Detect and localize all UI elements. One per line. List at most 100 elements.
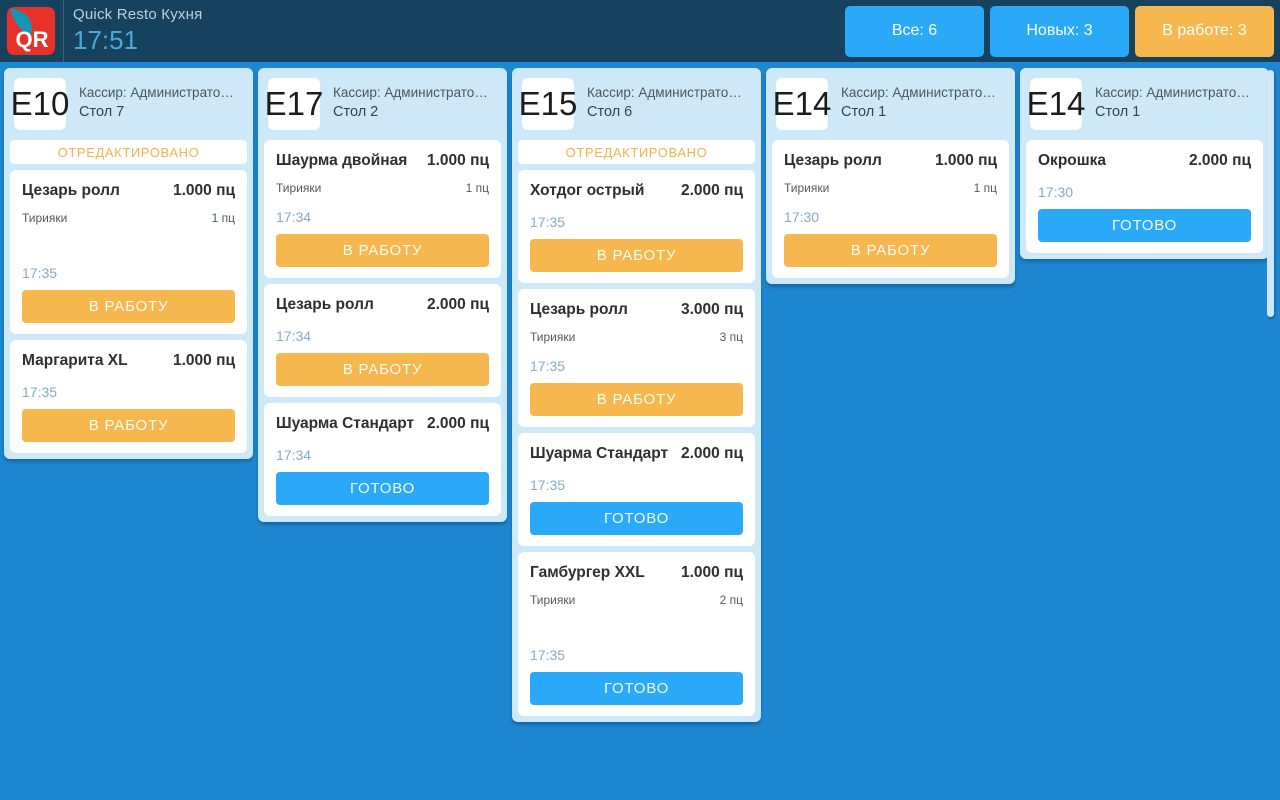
item-quantity: 2.000 пц	[681, 445, 743, 462]
modifier-row: Тирияки 1 пц	[22, 211, 235, 225]
modifier-row: Тирияки 1 пц	[784, 181, 997, 195]
modifier-quantity: 3 пц	[719, 330, 743, 344]
cashier-label: Кассир: Администрато…	[841, 85, 996, 100]
item-quantity: 1.000 пц	[173, 182, 235, 199]
modifier-row: Тирияки 3 пц	[530, 330, 743, 344]
edited-badge: ОТРЕДАКТИРОВАНО	[518, 140, 755, 164]
order-header: E15 Кассир: Администрато… Стол 6	[518, 74, 755, 134]
item-name: Цезарь ролл	[276, 296, 374, 313]
item-quantity: 3.000 пц	[681, 301, 743, 318]
order-card: E10 Кассир: Администрато… Стол 7 ОТРЕДАК…	[4, 68, 253, 459]
order-number-badge: E10	[11, 78, 69, 130]
order-item: Шуарма Стандарт 2.000 пц 17:34 ГОТОВО	[264, 403, 501, 516]
order-header: E17 Кассир: Администрато… Стол 2	[264, 74, 501, 134]
filter-all-button[interactable]: Все: 6	[845, 5, 984, 57]
edited-badge: ОТРЕДАКТИРОВАНО	[10, 140, 247, 164]
modifier-row: Тирияки 1 пц	[276, 181, 489, 195]
order-item: Цезарь ролл 1.000 пц Тирияки 1 пц 17:35 …	[10, 170, 247, 334]
item-time: 17:34	[276, 328, 312, 344]
ready-button[interactable]: ГОТОВО	[530, 502, 743, 535]
item-time: 17:34	[276, 209, 312, 225]
cashier-label: Кассир: Администрато…	[587, 85, 742, 100]
item-quantity: 1.000 пц	[173, 352, 235, 369]
item-name: Цезарь ролл	[530, 301, 628, 318]
order-card: E14 Кассир: Администрато… Стол 1 Цезарь …	[766, 68, 1015, 284]
item-quantity: 2.000 пц	[427, 415, 489, 432]
to-work-button[interactable]: В РАБОТУ	[530, 383, 743, 416]
modifier-name: Тирияки	[22, 211, 68, 225]
item-time: 17:35	[530, 477, 566, 493]
order-card: E17 Кассир: Администрато… Стол 2 Шаурма …	[258, 68, 507, 522]
modifier-quantity: 1 пц	[465, 181, 489, 195]
to-work-button[interactable]: В РАБОТУ	[276, 234, 489, 267]
cashier-label: Кассир: Администрато…	[333, 85, 488, 100]
item-name: Гамбургер XXL	[530, 564, 645, 581]
table-label: Стол 1	[1095, 104, 1141, 120]
order-number-badge: E15	[519, 78, 577, 130]
table-label: Стол 1	[841, 104, 887, 120]
to-work-button[interactable]: В РАБОТУ	[22, 409, 235, 442]
to-work-button[interactable]: В РАБОТУ	[276, 353, 489, 386]
table-label: Стол 6	[587, 104, 633, 120]
logo-qr-text: QR	[16, 27, 49, 52]
order-item: Хотдог острый 2.000 пц 17:35 В РАБОТУ	[518, 170, 755, 283]
cashier-label: Кассир: Администрато…	[79, 85, 234, 100]
item-name: Хотдог острый	[530, 182, 645, 199]
order-item: Шуарма Стандарт 2.000 пц 17:35 ГОТОВО	[518, 433, 755, 546]
modifier-quantity: 2 пц	[719, 593, 743, 607]
filter-new-button[interactable]: Новых: 3	[990, 5, 1129, 57]
ready-button[interactable]: ГОТОВО	[276, 472, 489, 505]
modifier-name: Тирияки	[276, 181, 322, 195]
header-divider	[63, 0, 64, 62]
order-number-badge: E14	[773, 78, 831, 130]
item-quantity: 2.000 пц	[681, 182, 743, 199]
item-time: 17:35	[22, 265, 58, 281]
order-card: E14 Кассир: Администрато… Стол 1 Окрошка…	[1020, 68, 1269, 259]
order-header: E10 Кассир: Администрато… Стол 7	[10, 74, 247, 134]
page-title: Quick Resto Кухня	[73, 6, 203, 23]
item-name: Цезарь ролл	[22, 182, 120, 199]
ready-button[interactable]: ГОТОВО	[1038, 209, 1251, 242]
filter-in-progress-button[interactable]: В работе: 3	[1135, 5, 1274, 57]
to-work-button[interactable]: В РАБОТУ	[22, 290, 235, 323]
item-name: Шуарма Стандарт	[276, 415, 415, 432]
item-name: Шаурма двойная	[276, 152, 408, 169]
order-board: E10 Кассир: Администрато… Стол 7 ОТРЕДАК…	[0, 62, 1280, 728]
order-item: Маргарита XL 1.000 пц 17:35 В РАБОТУ	[10, 340, 247, 453]
item-name: Окрошка	[1038, 152, 1107, 169]
order-item: Цезарь ролл 3.000 пц Тирияки 3 пц 17:35 …	[518, 289, 755, 427]
vertical-scrollbar[interactable]	[1267, 70, 1274, 317]
app-header: QR Quick Resto Кухня 17:51 Все: 6 Новых:…	[0, 0, 1280, 62]
order-number-badge: E14	[1027, 78, 1085, 130]
order-header: E14 Кассир: Администрато… Стол 1	[772, 74, 1009, 134]
order-item: Цезарь ролл 1.000 пц Тирияки 1 пц 17:30 …	[772, 140, 1009, 278]
order-item: Шаурма двойная 1.000 пц Тирияки 1 пц 17:…	[264, 140, 501, 278]
modifier-quantity: 1 пц	[973, 181, 997, 195]
item-time: 17:30	[1038, 184, 1074, 200]
modifier-name: Тирияки	[784, 181, 830, 195]
modifier-row: Тирияки 2 пц	[530, 593, 743, 607]
order-item: Гамбургер XXL 1.000 пц Тирияки 2 пц 17:3…	[518, 552, 755, 716]
modifier-name: Тирияки	[530, 330, 576, 344]
item-time: 17:30	[784, 209, 820, 225]
item-name: Шуарма Стандарт	[530, 445, 669, 462]
quick-resto-logo-icon: QR	[7, 7, 55, 55]
order-item: Цезарь ролл 2.000 пц 17:34 В РАБОТУ	[264, 284, 501, 397]
order-header: E14 Кассир: Администрато… Стол 1	[1026, 74, 1263, 134]
modifier-quantity: 1 пц	[211, 211, 235, 225]
ready-button[interactable]: ГОТОВО	[530, 672, 743, 705]
item-time: 17:35	[22, 384, 58, 400]
item-quantity: 1.000 пц	[935, 152, 997, 169]
item-quantity: 1.000 пц	[681, 564, 743, 581]
item-quantity: 2.000 пц	[427, 296, 489, 313]
to-work-button[interactable]: В РАБОТУ	[784, 234, 997, 267]
cashier-label: Кассир: Администрато…	[1095, 85, 1250, 100]
order-number-badge: E17	[265, 78, 323, 130]
table-label: Стол 7	[79, 104, 125, 120]
to-work-button[interactable]: В РАБОТУ	[530, 239, 743, 272]
item-time: 17:35	[530, 358, 566, 374]
item-name: Цезарь ролл	[784, 152, 882, 169]
item-quantity: 2.000 пц	[1189, 152, 1251, 169]
item-name: Маргарита XL	[22, 352, 128, 369]
item-time: 17:35	[530, 214, 566, 230]
